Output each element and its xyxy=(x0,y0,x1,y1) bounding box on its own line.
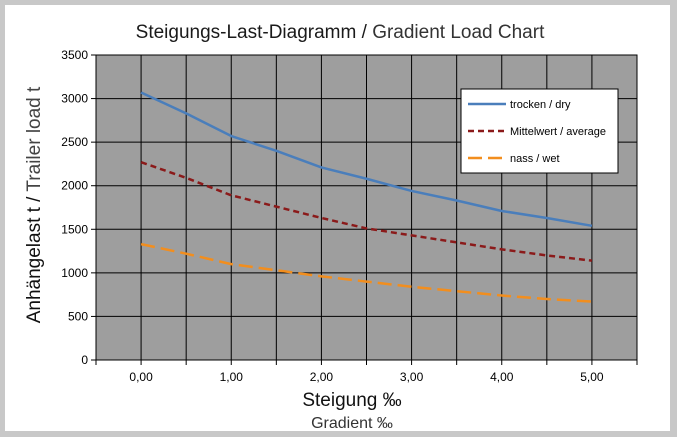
series-line-2 xyxy=(140,242,592,303)
chart-title: Steigungs-Last-Diagramm / Gradient Load … xyxy=(136,22,545,43)
title-sub: Gradient Load Chart xyxy=(372,22,545,43)
x-tick-label: 2,00 xyxy=(310,370,334,384)
x-tick-label: 3,00 xyxy=(400,370,424,384)
y-tick-label: 1500 xyxy=(61,222,88,236)
y-tick-label: 3500 xyxy=(61,48,88,62)
legend: trocken / dry Mittelwert / average nass / … xyxy=(460,88,619,174)
y-tick-label: 500 xyxy=(68,309,88,323)
y-tick-label: 2000 xyxy=(61,179,88,193)
x-axis-sublabel: Gradient ‰ xyxy=(311,415,393,432)
legend-label-1: Mittelwert / average xyxy=(510,126,606,138)
series-line-0 xyxy=(140,91,593,228)
y-axis-label-main: Anhängelast t xyxy=(24,206,45,323)
series-line-1 xyxy=(140,161,593,262)
y-axis-label: Anhängelast t / Trailer load t xyxy=(24,86,45,323)
y-tick-label: 0 xyxy=(81,353,88,367)
y-axis-label-sub: Trailer load t xyxy=(24,86,45,192)
x-tick-label: 4,00 xyxy=(490,370,514,384)
legend-label-2: nass / wet xyxy=(510,153,560,165)
x-tick-label: 5,00 xyxy=(580,370,604,384)
title-separator: / xyxy=(356,22,372,43)
x-axis-label: Steigung ‰ xyxy=(302,390,401,411)
y-tick-label: 3000 xyxy=(61,92,88,106)
axes xyxy=(91,54,638,365)
legend-label-0: trocken / dry xyxy=(510,99,571,111)
title-main: Steigungs-Last-Diagramm xyxy=(136,22,357,43)
x-tick-label: 1,00 xyxy=(220,370,244,384)
y-tick-label: 2500 xyxy=(61,135,88,149)
tick-labels: 0 500 1000 1500 2000 2500 3000 3500 0,00 1,00 2,00… xyxy=(61,48,604,384)
y-tick-label: 1000 xyxy=(61,266,88,280)
x-tick-label: 0,00 xyxy=(129,370,153,384)
y-axis-label-separator: / xyxy=(24,192,45,208)
series-layer xyxy=(140,91,593,303)
